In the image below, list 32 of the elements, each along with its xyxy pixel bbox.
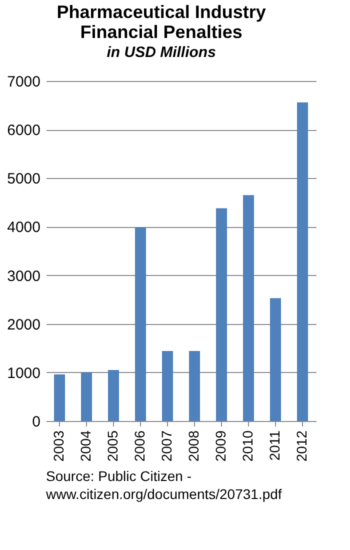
x-tick-label: 2003 bbox=[50, 430, 66, 462]
x-tick-label: 2004 bbox=[78, 430, 94, 462]
bar bbox=[216, 208, 227, 421]
y-tick-label: 7000 bbox=[7, 74, 40, 90]
y-tick-label: 2000 bbox=[7, 316, 40, 334]
x-tick-label: 2011 bbox=[266, 430, 282, 461]
bar bbox=[81, 372, 92, 421]
x-tick-label: 2012 bbox=[294, 430, 310, 462]
bar bbox=[108, 370, 119, 421]
bar bbox=[270, 298, 281, 421]
source-note: Source: Public Citizen - bbox=[46, 468, 192, 484]
y-tick-label: 1000 bbox=[7, 364, 40, 382]
y-tick-label: 4000 bbox=[7, 219, 40, 236]
y-tick-label: 0 bbox=[32, 414, 40, 430]
chart-title: Pharmaceutical Industry Financial Penalties bbox=[56, 2, 266, 42]
x-tick-label: 2007 bbox=[158, 430, 174, 462]
x-tick-label: 2010 bbox=[240, 430, 256, 462]
bar bbox=[162, 351, 173, 421]
x-tick-label: 2009 bbox=[212, 430, 228, 462]
bar bbox=[243, 195, 254, 421]
x-tick-label: 2005 bbox=[104, 430, 120, 462]
bar bbox=[135, 227, 146, 421]
y-tick-label: 5000 bbox=[7, 170, 40, 188]
y-tick-label: 6000 bbox=[7, 122, 40, 140]
y-tick-label: 3000 bbox=[7, 268, 40, 285]
x-tick-label: 2008 bbox=[186, 430, 202, 462]
chart-subtitle: in USD Millions bbox=[106, 44, 216, 61]
bar bbox=[54, 374, 65, 421]
bar bbox=[189, 351, 200, 421]
x-tick-label: 2006 bbox=[132, 430, 148, 462]
text: www.citizen.org/documents/20731.pdf bbox=[45, 486, 282, 502]
bar bbox=[297, 102, 308, 421]
